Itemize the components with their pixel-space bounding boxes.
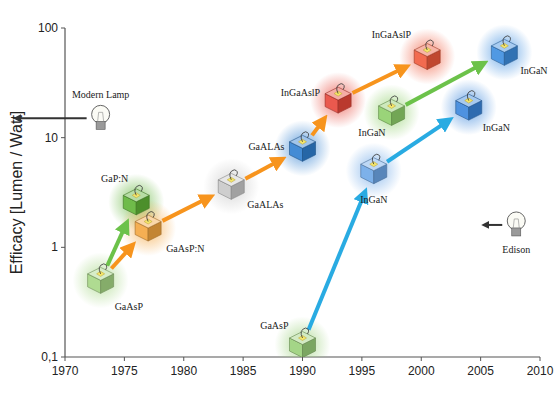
annotation-label: Edison [502,244,530,255]
y-tick [61,137,65,138]
point-label: InGaN [358,127,385,138]
y-tick [61,357,65,358]
point-label: GaP:N [101,173,128,184]
x-tick-label: 1985 [230,364,257,378]
led-cube [290,132,316,162]
trend-arrow [387,120,449,161]
glow [346,143,402,199]
bond-wire [301,328,309,338]
bond-wire [467,91,475,101]
x-tick-label: 1995 [349,364,376,378]
x-tick-label: 1990 [289,364,316,378]
led-cube [491,36,517,66]
point-label: GaAsP [260,320,289,331]
x-tick-label: 1980 [170,364,197,378]
point-label: InGaN [360,194,387,205]
point-label: InGaN [483,122,510,133]
trend-arrow [312,119,324,135]
trend-arrow [352,67,405,93]
y-tick-label: 10 [45,131,59,145]
x-tick [124,357,125,361]
point-label: GaAsP [115,301,144,312]
trend-arrow [309,193,365,330]
trend-arrow [107,224,126,266]
chart: 1970 1975 1980 1985 1990 1995 2000 2005 2010 0,1 1… [0,0,560,398]
y-tick-label: 0,1 [41,350,58,364]
annotation [484,212,525,236]
led-cube [325,84,351,114]
bond-wire [147,212,155,222]
bond-wire [390,96,398,106]
point-label: GaAsP:N [166,243,204,254]
x-tick-label: 2010 [527,364,554,378]
y-tick [61,247,65,248]
x-tick-label: 2000 [408,364,435,378]
bond-wire [372,154,380,164]
x-tick-label: 1970 [52,364,79,378]
led-cube [123,185,149,215]
point-label: InGaAslP [281,87,321,98]
bond-wire [135,185,143,195]
led-cube [379,96,405,126]
led-cube [414,40,440,70]
led-cube [135,212,161,242]
annotation-arrow [16,117,87,119]
filament [513,219,519,228]
trend-arrow [162,197,209,221]
point-label: InGaAslP [372,29,412,40]
annotation [16,105,110,129]
bulb-base [512,228,521,236]
x-tick [302,357,303,361]
bond-wire [503,36,511,46]
y-axis [64,28,65,357]
bond-wire [99,264,107,274]
x-tick [361,357,362,361]
x-tick [65,357,66,361]
annotation-arrow [484,224,502,226]
x-tick [421,357,422,361]
bulb-base [96,121,105,129]
filament [98,112,104,121]
glow [310,72,366,128]
trend-arrow [245,160,281,179]
bond-wire [301,132,309,142]
bond-wire [426,40,434,50]
x-tick [183,357,184,361]
annotation-label: Modern Lamp [72,89,130,100]
y-tick-label: 1 [51,240,58,254]
trend-arrow [111,246,132,269]
x-tick-label: 2005 [467,364,494,378]
led-cube [290,328,316,357]
point-label: InGaN [520,65,547,76]
x-tick [480,357,481,361]
led-cube [456,91,482,121]
x-tick [540,357,541,361]
led-cube [218,170,244,200]
bond-wire [230,170,238,180]
point-label: GaALAs [247,199,283,210]
y-tick-label: 100 [38,21,58,35]
led-cube [88,264,114,294]
led-cube [361,154,387,184]
y-axis-label: Efficacy [Lumen / Watt] [8,111,25,275]
x-tick-label: 1975 [111,364,138,378]
y-tick [61,28,65,29]
bulb-glass [507,212,525,230]
point-label: GaALAs [248,141,284,152]
x-tick [243,357,244,361]
bond-wire [337,84,345,94]
plot-area [73,24,533,357]
bulb-glass [92,105,110,123]
